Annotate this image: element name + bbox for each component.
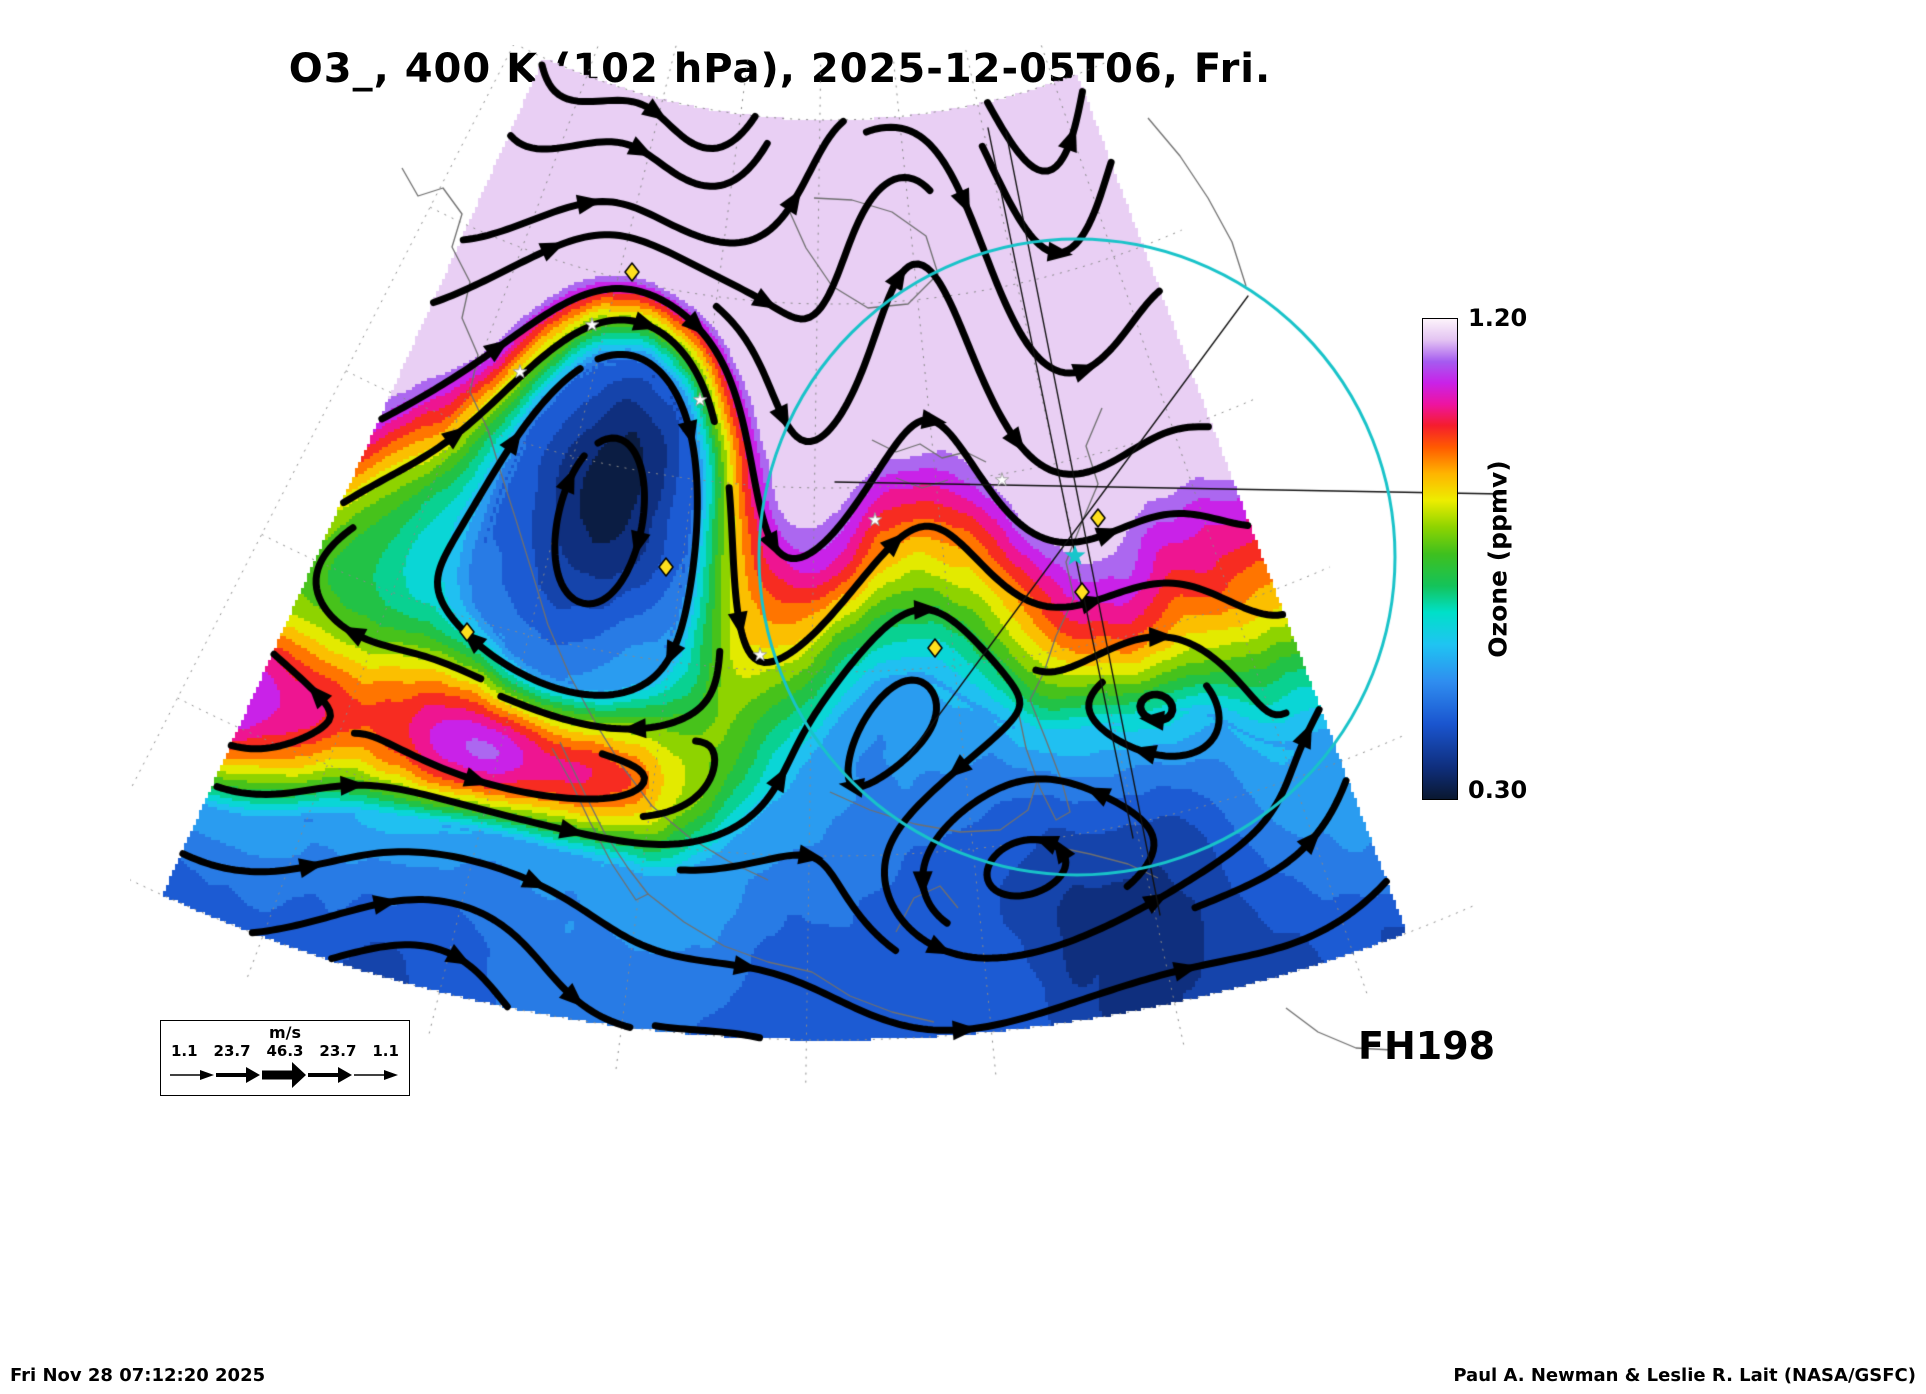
- wind-scale-values: 1.1 23.7 46.3 23.7 1.1: [161, 1042, 409, 1060]
- wind-scale-arrows-icon: [170, 1062, 398, 1088]
- colorbar: [1422, 318, 1458, 800]
- credit-label: Paul A. Newman & Leslie R. Lait (NASA/GS…: [1453, 1365, 1916, 1386]
- ozone-map-canvas: [130, 45, 1520, 1085]
- wind-units-label: m/s: [268, 1023, 302, 1042]
- wind-scale-value: 23.7: [319, 1042, 357, 1060]
- wind-scale-value: 46.3: [266, 1042, 304, 1060]
- generation-timestamp: Fri Nov 28 07:12:20 2025: [10, 1365, 266, 1386]
- wind-scale-value: 23.7: [213, 1042, 251, 1060]
- wind-arrow-thin-icon: [170, 1070, 214, 1080]
- colorbar-max-label: 1.20: [1468, 304, 1528, 332]
- colorbar-axis-label: Ozone (ppmv): [1483, 460, 1513, 658]
- wind-speed-legend: m/s 1.1 23.7 46.3 23.7 1.1: [160, 1020, 410, 1096]
- wind-arrow-medium-icon: [216, 1067, 260, 1083]
- colorbar-gradient: [1423, 319, 1457, 799]
- wind-scale-value: 1.1: [171, 1042, 198, 1060]
- forecast-hour-label: FH198: [1358, 1024, 1496, 1068]
- wind-arrow-medium-icon: [308, 1067, 352, 1083]
- wind-arrow-thin-icon: [354, 1070, 398, 1080]
- wind-arrow-thick-icon: [262, 1062, 306, 1088]
- colorbar-min-label: 0.30: [1468, 776, 1528, 804]
- wind-scale-value: 1.1: [372, 1042, 399, 1060]
